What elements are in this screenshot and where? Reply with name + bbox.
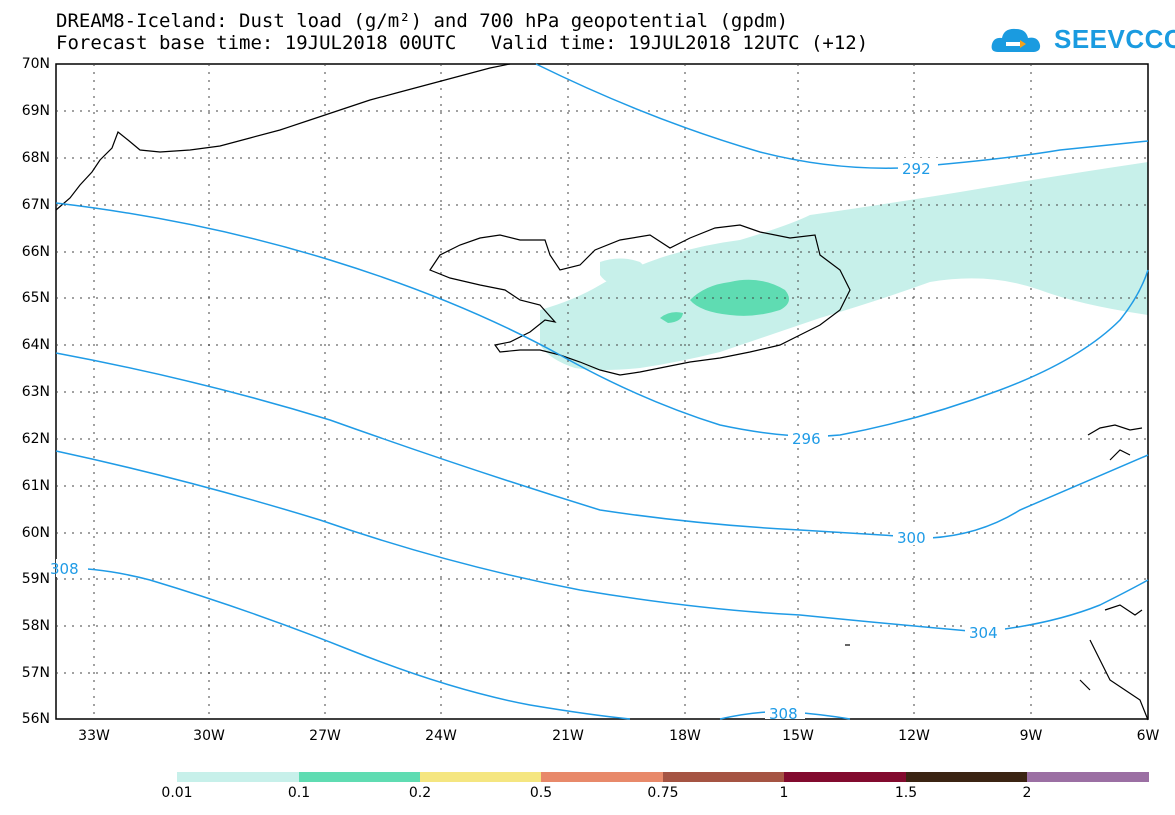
lat-label: 56N (21, 711, 50, 727)
lon-label: 6W (1136, 728, 1160, 744)
lat-label: 57N (21, 665, 50, 681)
logo-text: SEEVCCC (1054, 24, 1175, 54)
lat-label: 63N (21, 384, 50, 400)
geopotential-contours (55, 63, 1149, 720)
lon-label: 12W (898, 728, 930, 744)
legend-label: 0.01 (161, 785, 193, 801)
legend-label: 0.2 (408, 785, 432, 801)
contour-label-296: 296 (792, 430, 821, 448)
legend-swatch (906, 772, 1027, 782)
lat-label: 65N (21, 290, 50, 306)
lat-label: 59N (21, 571, 50, 587)
dust-area-low (540, 162, 1148, 370)
lon-label: 18W (669, 728, 701, 744)
legend-label: 2 (1022, 785, 1032, 801)
lon-label: 9W (1019, 728, 1043, 744)
dust-area-mid (690, 279, 789, 316)
legend-label: 0.75 (647, 785, 679, 801)
legend-swatch (299, 772, 420, 782)
lat-label: 67N (21, 197, 50, 213)
lat-label: 61N (21, 478, 50, 494)
legend-swatch (1027, 772, 1149, 782)
contour-label-308-west: 308 (50, 560, 79, 578)
cloud-logo-icon (991, 28, 1041, 52)
map-subtitle: Forecast base time: 19JUL2018 00UTC Vali… (56, 32, 869, 54)
contour-304 (55, 450, 1149, 633)
legend-swatch (541, 772, 663, 782)
legend-colorbar (177, 772, 1149, 782)
gridlines (56, 64, 1148, 719)
legend-label: 1.5 (894, 785, 918, 801)
legend-swatch (420, 772, 541, 782)
lat-label: 62N (21, 431, 50, 447)
map-title: DREAM8-Iceland: Dust load (g/m²) and 700… (56, 10, 789, 32)
dust-area-mid-small (660, 312, 683, 323)
lon-label: 15W (782, 728, 814, 744)
legend-label: 0.1 (287, 785, 311, 801)
lon-label: 24W (425, 728, 457, 744)
lon-label: 30W (193, 728, 225, 744)
lat-label: 64N (21, 337, 50, 353)
legend-swatch (663, 772, 784, 782)
contour-296 (55, 202, 1149, 437)
dust-area-low-west (600, 258, 648, 287)
lon-label: 27W (309, 728, 341, 744)
lat-label: 70N (21, 56, 50, 72)
lat-label: 69N (21, 103, 50, 119)
legend-swatch (177, 772, 299, 782)
coastlines (55, 63, 1149, 721)
lon-label: 33W (78, 728, 110, 744)
legend-label: 0.5 (529, 785, 553, 801)
lon-label: 21W (552, 728, 584, 744)
contour-label-304: 304 (969, 624, 998, 642)
legend-label: 1 (779, 785, 789, 801)
lat-label: 66N (21, 244, 50, 260)
contour-label-308-south: 308 (769, 705, 798, 723)
contour-label-300: 300 (897, 529, 926, 547)
contour-label-292: 292 (902, 160, 931, 178)
contour-308-west (55, 567, 631, 720)
lat-label: 60N (21, 525, 50, 541)
contour-300 (55, 352, 1149, 539)
lat-label: 68N (21, 150, 50, 166)
contour-292 (535, 63, 1149, 169)
lat-label: 58N (21, 618, 50, 634)
legend-swatch (784, 772, 906, 782)
